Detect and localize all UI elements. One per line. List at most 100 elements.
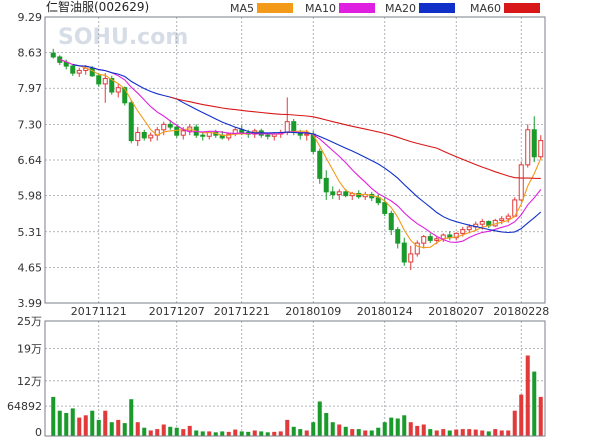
volume-bar xyxy=(512,410,517,436)
volume-bar xyxy=(181,429,186,436)
price-tick-label: 3.99 xyxy=(18,297,43,310)
volume-bar xyxy=(90,410,95,436)
watermark: SOHU.com xyxy=(58,25,188,50)
volume-bar xyxy=(96,419,101,436)
candle-body xyxy=(427,236,433,241)
ma60-line xyxy=(170,96,541,179)
candle-body xyxy=(414,242,420,255)
price-axis: 9.29 8.63 7.97 7.30 6.64 5.98 5.31 4.65 3.99 xyxy=(18,11,43,310)
candle-body xyxy=(401,242,407,263)
candle-body xyxy=(122,87,128,104)
candle-body xyxy=(343,191,349,197)
price-panel-frame xyxy=(44,16,546,304)
candle-body xyxy=(115,87,121,93)
candle-body xyxy=(180,130,186,136)
candle-body xyxy=(96,75,102,85)
volume-bar xyxy=(330,422,335,436)
price-tick-label: 6.64 xyxy=(18,154,43,167)
volume-bar xyxy=(395,418,400,436)
candle-body xyxy=(161,123,167,131)
volume-bar xyxy=(226,431,231,436)
volume-bar xyxy=(402,415,407,436)
volume-bar xyxy=(278,431,283,436)
volume-bar xyxy=(304,430,309,436)
legend-swatch xyxy=(504,3,540,13)
chart-title: 仁智油服(002629) xyxy=(46,0,149,14)
candle-body xyxy=(265,134,271,137)
volume-bar xyxy=(376,427,381,436)
candle-body xyxy=(50,52,56,58)
candle-body xyxy=(323,177,329,193)
volume-bar xyxy=(122,423,127,436)
candle-body xyxy=(395,229,401,244)
volume-bar xyxy=(519,394,524,436)
volume-bar xyxy=(480,430,485,436)
volume-bar xyxy=(538,396,543,436)
volume-bar xyxy=(252,430,257,436)
candle-body xyxy=(174,126,180,136)
candle-body xyxy=(336,191,342,196)
date-tick-label: 20171207 xyxy=(149,305,205,318)
candle-body xyxy=(356,192,362,198)
volume-bar xyxy=(408,422,413,436)
volume-bar xyxy=(382,422,387,436)
volume-bar xyxy=(103,410,108,436)
candle-body xyxy=(109,78,115,93)
volume-bar xyxy=(454,429,459,436)
volume-bar xyxy=(51,396,56,436)
candle-body xyxy=(408,253,414,263)
volume-bar xyxy=(220,431,225,436)
candle-body xyxy=(375,197,381,204)
date-tick-label: 20180228 xyxy=(493,305,549,318)
candle-body xyxy=(330,191,336,196)
volume-bar xyxy=(473,429,478,436)
date-tick-label: 20180207 xyxy=(428,305,484,318)
date-tick-label: 20171221 xyxy=(214,305,270,318)
price-tick-label: 9.29 xyxy=(18,11,43,24)
date-tick-label: 20171121 xyxy=(71,305,127,318)
volume-bar xyxy=(168,426,173,436)
volume-bar xyxy=(311,422,316,436)
volume-bar xyxy=(161,424,166,436)
price-tick-label: 5.31 xyxy=(18,226,43,239)
volume-bar xyxy=(142,427,147,436)
volume-tick-label: 19万 xyxy=(17,343,42,356)
volume-bar xyxy=(285,419,290,436)
volume-bar xyxy=(57,410,62,436)
volume-tick-label: 0 xyxy=(35,426,42,439)
legend-swatch xyxy=(257,3,293,13)
volume-bar xyxy=(343,426,348,436)
candle-body xyxy=(466,226,472,231)
candle-body xyxy=(421,236,427,244)
candle-body xyxy=(70,65,76,74)
volume-bar xyxy=(291,426,296,436)
candle-body xyxy=(525,129,531,166)
candle-body xyxy=(167,123,173,128)
candle-body xyxy=(284,121,290,133)
candle-body xyxy=(148,134,154,139)
legend-swatch xyxy=(339,3,375,13)
candle-body xyxy=(388,212,394,231)
candle-body xyxy=(141,131,147,139)
volume-bar xyxy=(324,413,329,436)
candle-body xyxy=(479,221,485,225)
volume-bars xyxy=(51,355,543,436)
volume-bar xyxy=(109,422,114,436)
volume-bar xyxy=(129,399,134,436)
volume-axis: 25万 19万 12万 64892 0 xyxy=(7,315,42,439)
volume-tick-label: 12万 xyxy=(17,375,42,388)
candle-body xyxy=(226,133,232,139)
candle-body xyxy=(304,133,310,136)
volume-bar xyxy=(77,417,82,436)
volume-bar xyxy=(486,431,491,436)
volume-bar xyxy=(83,415,88,436)
price-tick-label: 7.97 xyxy=(18,82,43,95)
volume-bar xyxy=(363,430,368,436)
volume-bar xyxy=(356,429,361,436)
price-tick-label: 5.98 xyxy=(18,190,43,203)
volume-panel-frame xyxy=(44,320,546,437)
volume-bar xyxy=(493,429,498,436)
legend: MA5 MA10 MA20 MA60 xyxy=(230,2,540,15)
candle-body xyxy=(518,164,524,201)
